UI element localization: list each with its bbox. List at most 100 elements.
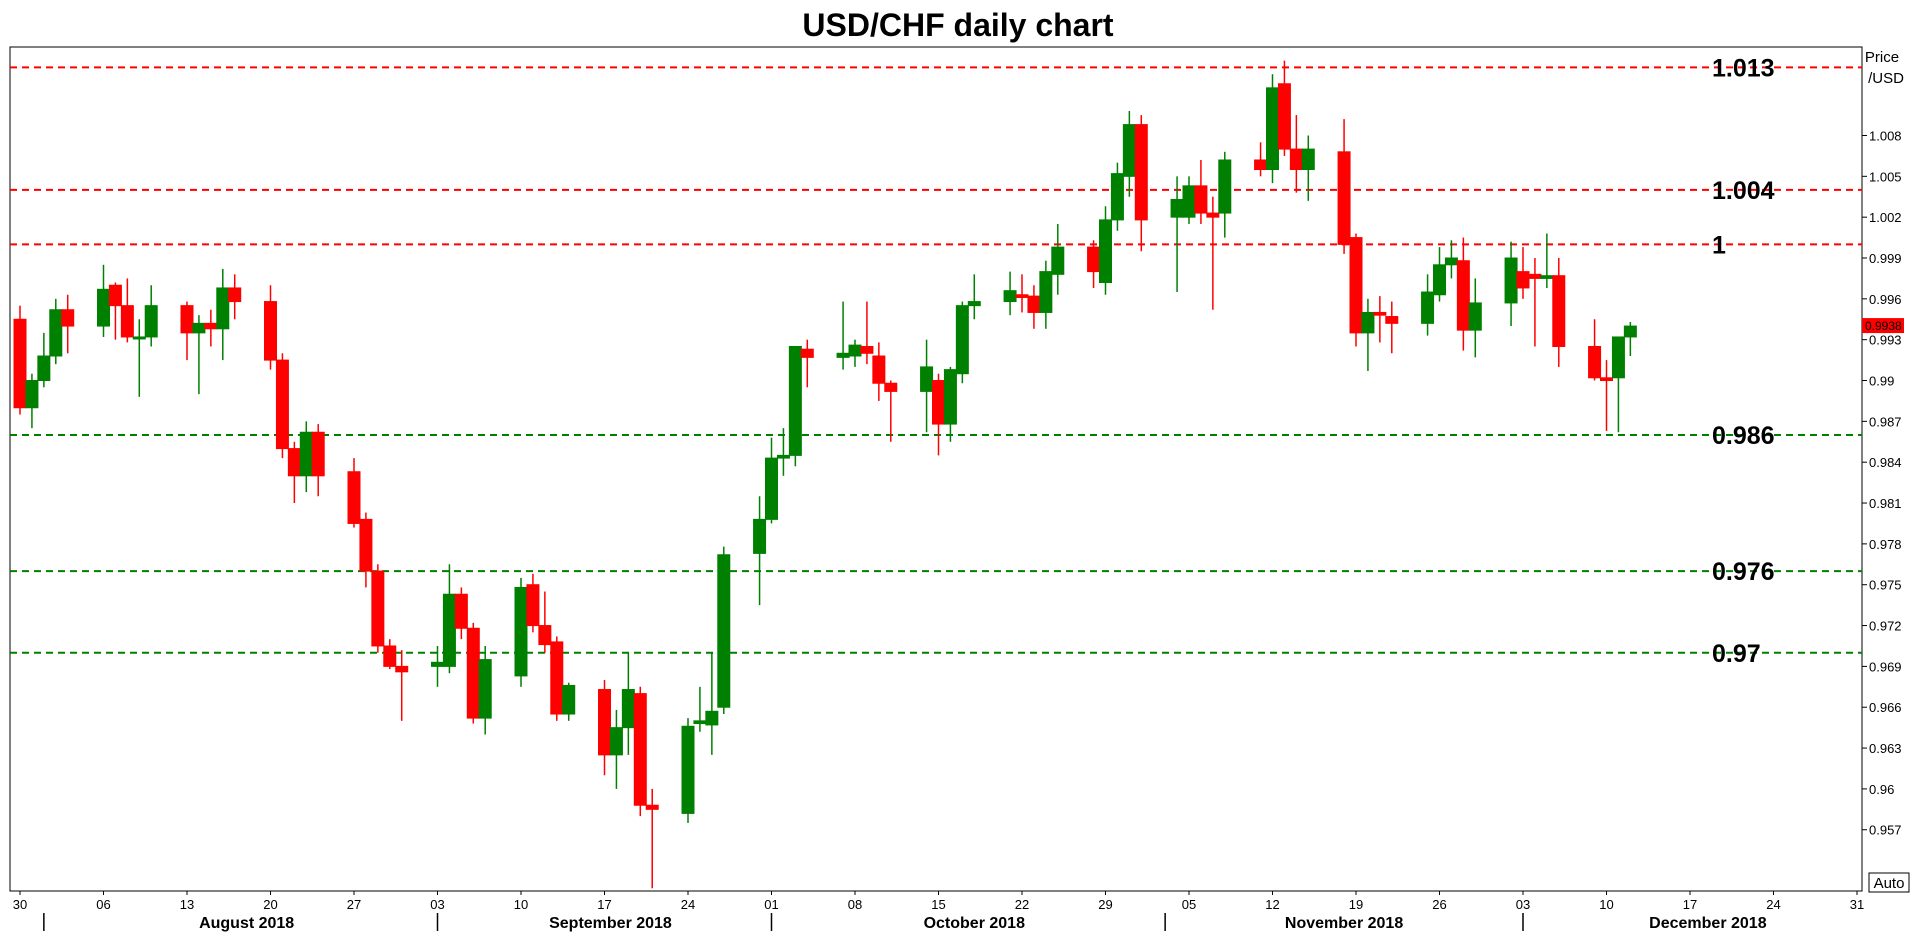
candle-body-down [1277, 83, 1291, 150]
candle-body-up [920, 366, 934, 392]
last-price-value: 0.9938 [1865, 319, 1902, 333]
candle [216, 268, 230, 361]
candle [609, 709, 623, 789]
candle [932, 373, 945, 456]
candle-body-down [633, 693, 647, 806]
candle-body-down [275, 359, 289, 450]
candle-body-down [1528, 273, 1542, 279]
candle-body-up [1110, 173, 1124, 221]
y-axis-label-price: Price [1865, 49, 1899, 66]
candle [25, 373, 39, 429]
last-price-badge-bg [1862, 318, 1904, 334]
x-tick-label: 29 [1098, 897, 1112, 912]
candle [478, 645, 492, 735]
candle [132, 319, 146, 397]
candle-body-down [287, 448, 301, 477]
candle-body-up [1421, 291, 1435, 324]
candle-body-up [97, 288, 110, 327]
y-tick-label: 0.957 [1869, 823, 1902, 838]
y-tick-label: 1.008 [1869, 128, 1902, 143]
candle-body-up [776, 454, 790, 459]
candle-body-up [943, 369, 957, 425]
auto-scale-button[interactable]: Auto [1868, 872, 1910, 893]
x-tick-label: 03 [430, 897, 444, 912]
candle-body-down [359, 518, 373, 572]
level-label-1-004: 1.004 [1712, 177, 1775, 205]
candle-body-up [705, 710, 719, 726]
x-tick-label: 06 [96, 897, 110, 912]
candle-body-down [1134, 124, 1148, 221]
x-tick-label: 26 [1432, 897, 1446, 912]
candle-body-down [383, 645, 397, 667]
candle [1611, 336, 1625, 433]
candle-body-up [1266, 87, 1279, 171]
y-tick-label: 0.966 [1869, 700, 1902, 715]
candle [264, 285, 277, 370]
candle [884, 380, 898, 442]
candle [1349, 233, 1363, 347]
candle-body-down [311, 431, 325, 477]
candle-body-down [61, 309, 75, 327]
candle [1444, 240, 1458, 279]
candle [180, 301, 194, 361]
candle [1182, 176, 1196, 224]
candle [383, 639, 397, 670]
level-label-1-013: 1.013 [1712, 54, 1775, 82]
candle-body-down [264, 301, 277, 361]
x-tick-label: 10 [1599, 897, 1613, 912]
x-tick-label: 13 [180, 897, 194, 912]
candle [1170, 176, 1184, 293]
candle-body-down [1588, 345, 1602, 379]
candle [1540, 233, 1554, 288]
candle-body-down [538, 625, 552, 646]
candle [1039, 260, 1053, 329]
candle [275, 353, 289, 459]
candle-body-up [1218, 159, 1232, 214]
y-tick-label: 0.996 [1869, 292, 1902, 307]
auto-button-frame[interactable] [1868, 872, 1910, 893]
candle [550, 636, 564, 721]
candle [395, 650, 409, 721]
candle-body-down [645, 804, 659, 810]
candle [1433, 247, 1446, 302]
x-tick-label: 20 [263, 897, 277, 912]
candle-body-up [442, 593, 456, 667]
candle-body-down [1027, 295, 1041, 313]
x-tick-label: 15 [931, 897, 945, 912]
candle [920, 339, 934, 433]
x-tick-label: 31 [1850, 897, 1864, 912]
candle-body-down [860, 345, 874, 354]
y-tick-label: 1.005 [1869, 169, 1902, 184]
candle-body-up [717, 554, 731, 708]
level-label-1: 1 [1712, 231, 1726, 259]
y-tick-label: 0.981 [1869, 496, 1902, 511]
candle-body-up [132, 336, 146, 340]
candle-body-up [1051, 246, 1065, 275]
candle [526, 573, 540, 633]
candle [1504, 241, 1518, 327]
x-tick-label: 08 [848, 897, 862, 912]
candle [1623, 321, 1637, 357]
support-resistance-levels: 1.013 1.004 1 0.986 0.976 0.97 [10, 54, 1862, 668]
candle-body-down [13, 318, 27, 409]
candle [1218, 151, 1232, 238]
candle [776, 428, 790, 476]
x-tick-label: 22 [1015, 897, 1029, 912]
auto-button-label[interactable]: Auto [1874, 875, 1905, 892]
candle [788, 345, 802, 467]
x-tick-label: 01 [764, 897, 778, 912]
candle [1194, 159, 1208, 224]
candle [538, 591, 552, 653]
level-label-0-976: 0.976 [1712, 558, 1775, 586]
candle [371, 564, 385, 653]
candle-body-down [800, 348, 814, 358]
candle-body-up [37, 355, 51, 382]
candle-body-up [1122, 124, 1136, 177]
candle-body-down [120, 305, 134, 338]
candle-body-down [180, 305, 194, 334]
candle-body-down [550, 641, 564, 715]
candle-body-up [1623, 325, 1637, 338]
candle [1289, 115, 1303, 193]
candle [228, 274, 242, 320]
candle-body-up [431, 661, 444, 667]
